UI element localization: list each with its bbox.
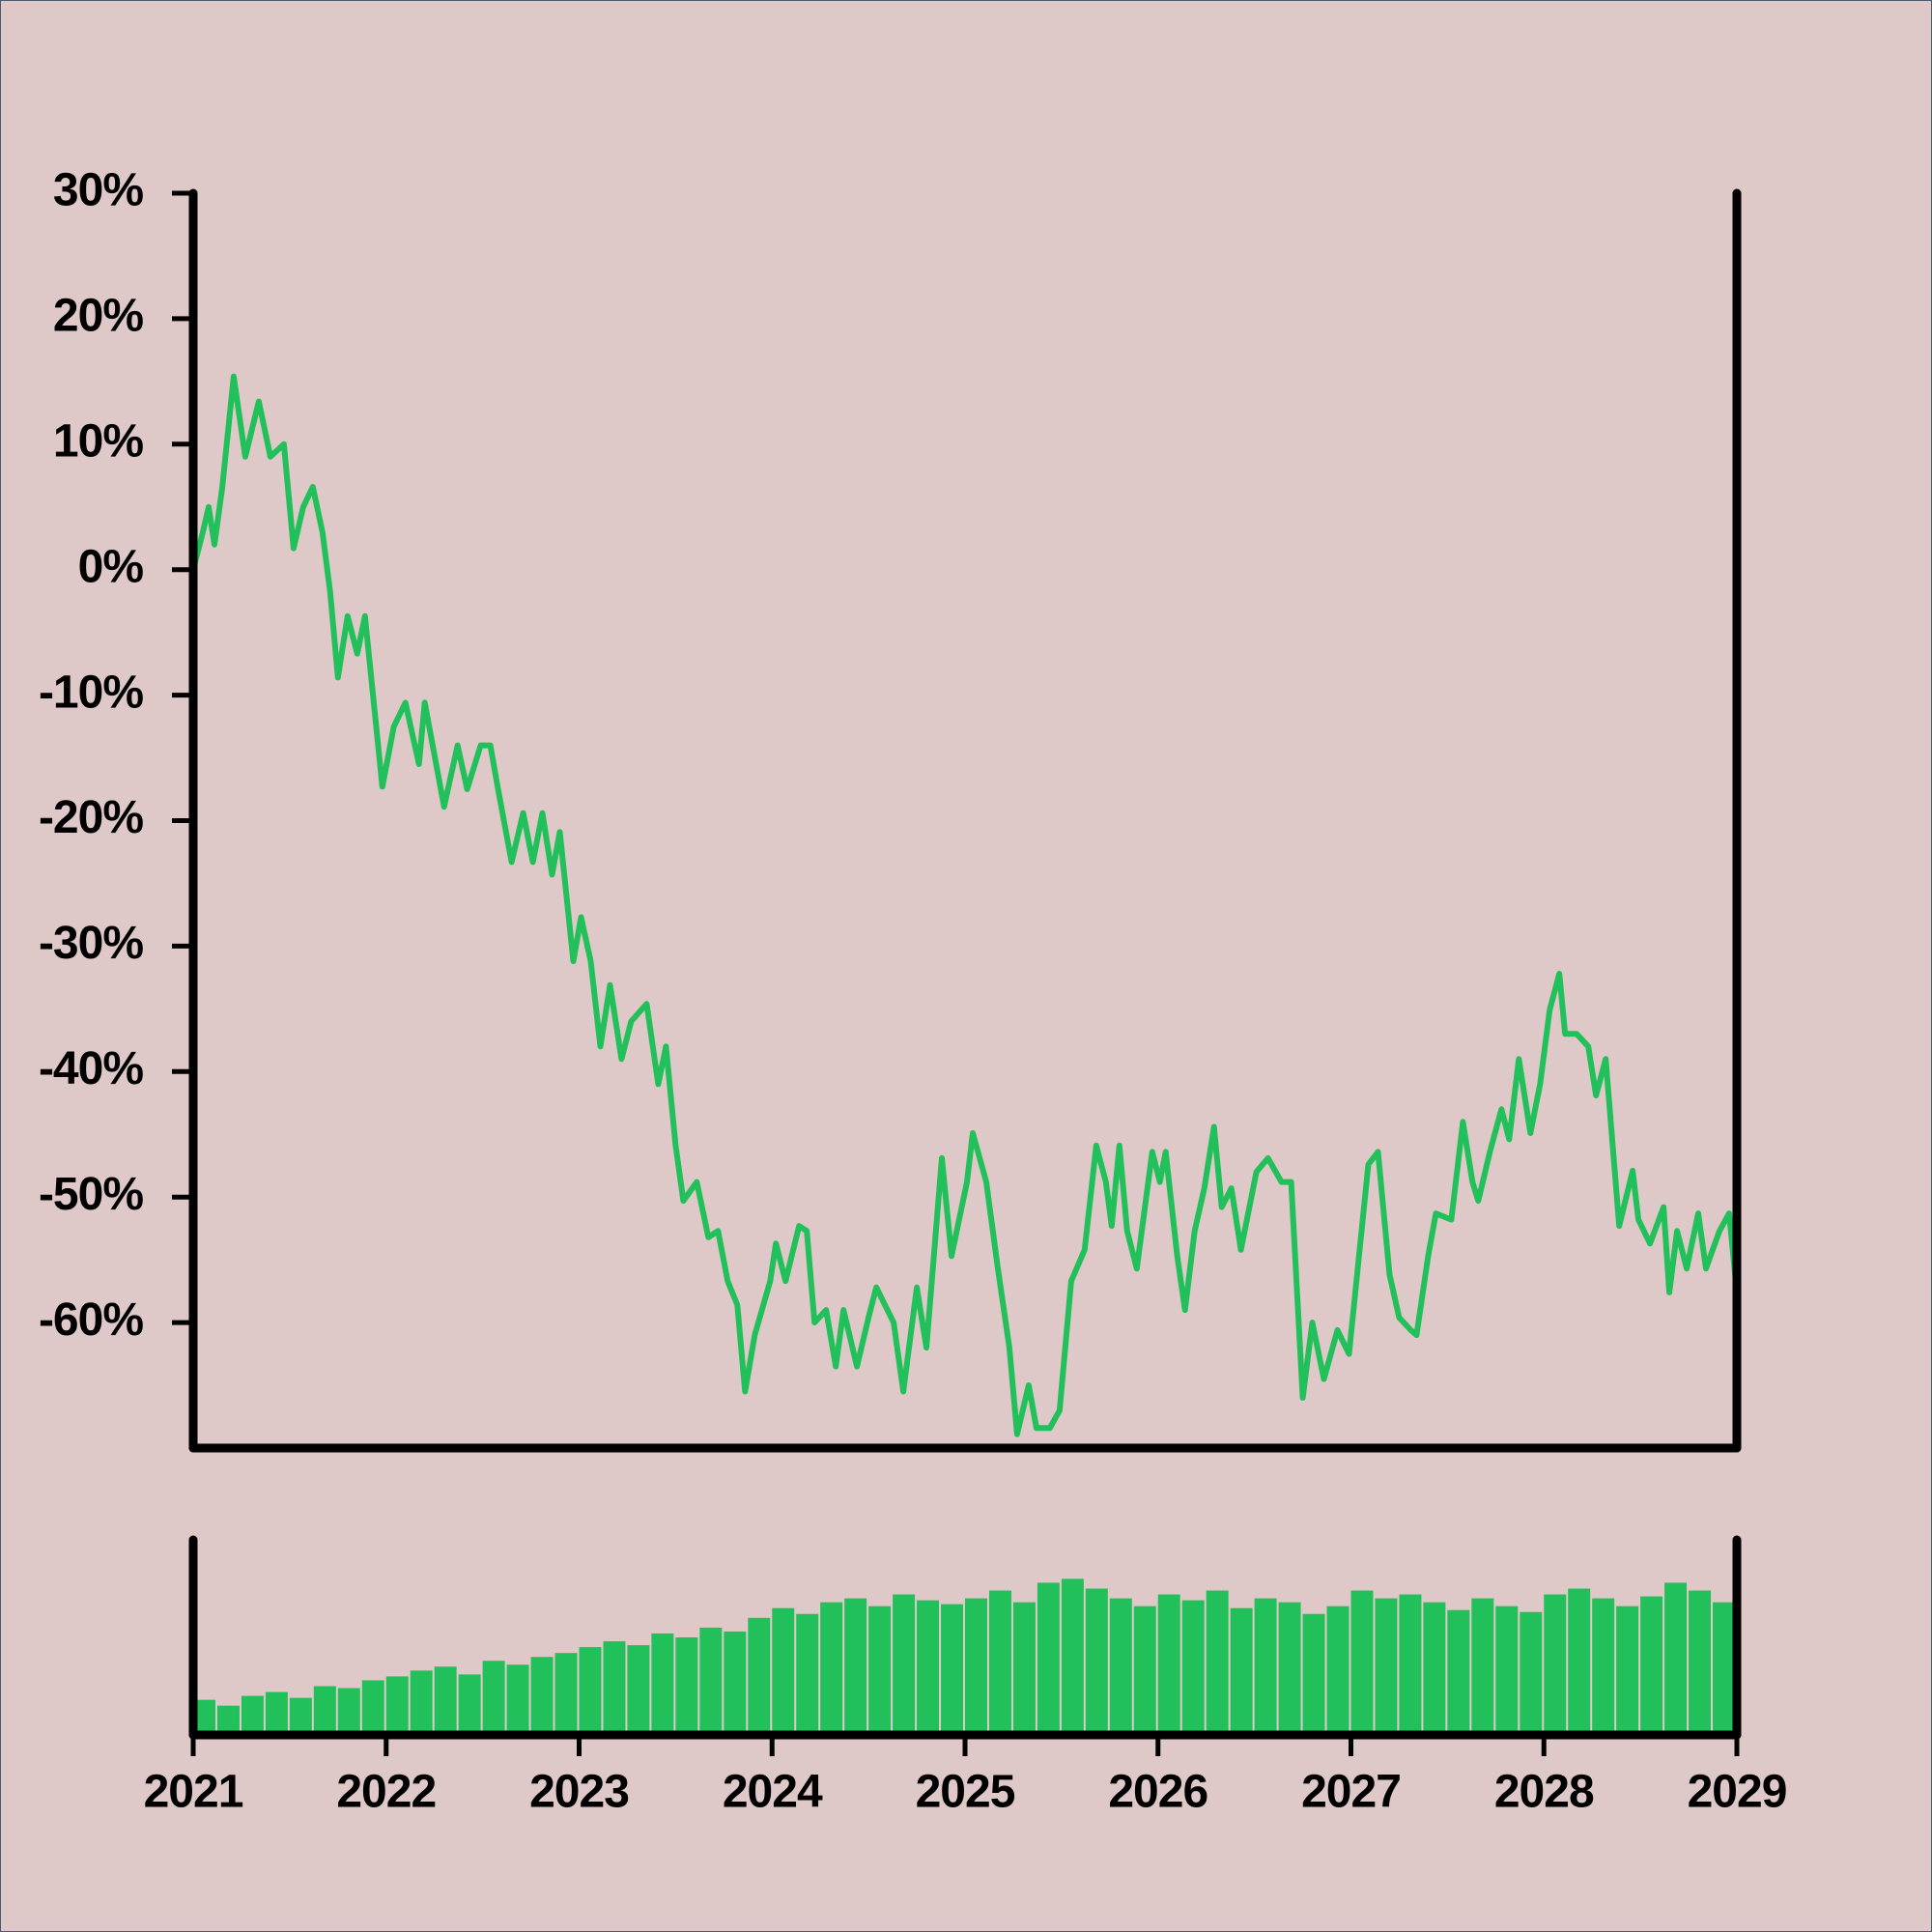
y-tick-label: -60% [39, 1294, 143, 1346]
volume-bar [1181, 1600, 1205, 1735]
volume-bar [1447, 1609, 1470, 1735]
volume-bar [651, 1633, 674, 1735]
x-tick-label: 2025 [916, 1767, 1015, 1818]
volume-bar [361, 1680, 384, 1735]
volume-bar [1037, 1582, 1060, 1735]
volume-bar [579, 1647, 602, 1735]
volume-bar [1326, 1605, 1350, 1735]
volume-bar [1085, 1588, 1108, 1735]
volume-bar [1423, 1602, 1446, 1735]
volume-bar [1713, 1602, 1735, 1735]
volume-bar [1592, 1598, 1615, 1735]
volume-bar [748, 1617, 771, 1735]
y-tick-label: 10% [53, 415, 143, 467]
volume-bar [1350, 1590, 1374, 1735]
volume-bar [1664, 1582, 1688, 1735]
x-tick-label: 2022 [336, 1767, 436, 1818]
volume-bar [868, 1605, 892, 1735]
volume-bar [1375, 1598, 1398, 1735]
volume-bar [772, 1607, 795, 1735]
volume-bar [482, 1661, 505, 1735]
volume-bar [627, 1645, 650, 1735]
volume-bar [1616, 1605, 1639, 1735]
y-tick-label: 0% [78, 541, 144, 592]
y-tick-label: 20% [53, 291, 143, 342]
data-line [190, 373, 1740, 1437]
x-tick-label: 2028 [1494, 1767, 1594, 1818]
volume-bar [1157, 1594, 1180, 1735]
volume-bar [1012, 1602, 1036, 1735]
volume-bar [941, 1604, 963, 1735]
volume-bar [1133, 1605, 1156, 1735]
x-tick-label: 2021 [144, 1767, 243, 1818]
y-tick-label: -40% [39, 1043, 143, 1094]
volume-bar [1254, 1598, 1277, 1735]
volume-bar [1520, 1611, 1543, 1735]
volume-bar [820, 1602, 843, 1735]
y-tick-label: -50% [39, 1169, 143, 1220]
volume-bar [458, 1674, 481, 1735]
y-tick-label: -20% [39, 792, 143, 843]
volume-bar [506, 1664, 529, 1735]
volume-bar [796, 1613, 819, 1735]
volume-bar [1544, 1594, 1567, 1735]
volume-bar [893, 1594, 916, 1735]
volume-bar [1302, 1613, 1325, 1735]
volume-bar [241, 1695, 264, 1735]
volume-bar [699, 1627, 723, 1735]
volume-bar [410, 1670, 433, 1735]
volume-bar [1206, 1590, 1229, 1735]
volume-bar [917, 1600, 940, 1735]
volume-bar [193, 1699, 215, 1735]
volume-bar [1230, 1607, 1253, 1735]
volume-bar [1689, 1590, 1712, 1735]
x-tick-label: 2029 [1688, 1767, 1787, 1818]
volume-bar [988, 1590, 1011, 1735]
volume-bar [216, 1705, 240, 1735]
y-tick-label: -30% [39, 918, 143, 969]
x-tick-label: 2024 [723, 1767, 823, 1818]
x-tick-label: 2027 [1301, 1767, 1401, 1818]
volume-bar [265, 1691, 288, 1735]
volume-bar [385, 1676, 409, 1735]
volume-bar [1495, 1605, 1519, 1735]
volume-bar [1399, 1594, 1422, 1735]
volume-bar [1640, 1596, 1663, 1735]
volume-bar [1109, 1598, 1132, 1735]
volume-bar [434, 1666, 457, 1735]
volume-bar [965, 1598, 987, 1735]
volume-bar [603, 1641, 626, 1735]
volume-bar [844, 1598, 867, 1735]
volume-bar [530, 1657, 554, 1735]
volume-bar [337, 1688, 360, 1735]
volume-bar [1568, 1588, 1591, 1735]
y-tick-label: -10% [39, 667, 143, 718]
x-tick-label: 2023 [529, 1767, 629, 1818]
x-tick-label: 2026 [1108, 1767, 1208, 1818]
volume-bar [554, 1653, 578, 1735]
volume-bar [724, 1631, 747, 1735]
volume-bar [1278, 1602, 1301, 1735]
volume-bar [1061, 1578, 1084, 1735]
volume-bar [289, 1697, 312, 1735]
y-tick-label: 30% [53, 165, 143, 216]
volume-bar [1471, 1598, 1494, 1735]
volume-bar [313, 1686, 336, 1735]
volume-bar [675, 1637, 698, 1735]
